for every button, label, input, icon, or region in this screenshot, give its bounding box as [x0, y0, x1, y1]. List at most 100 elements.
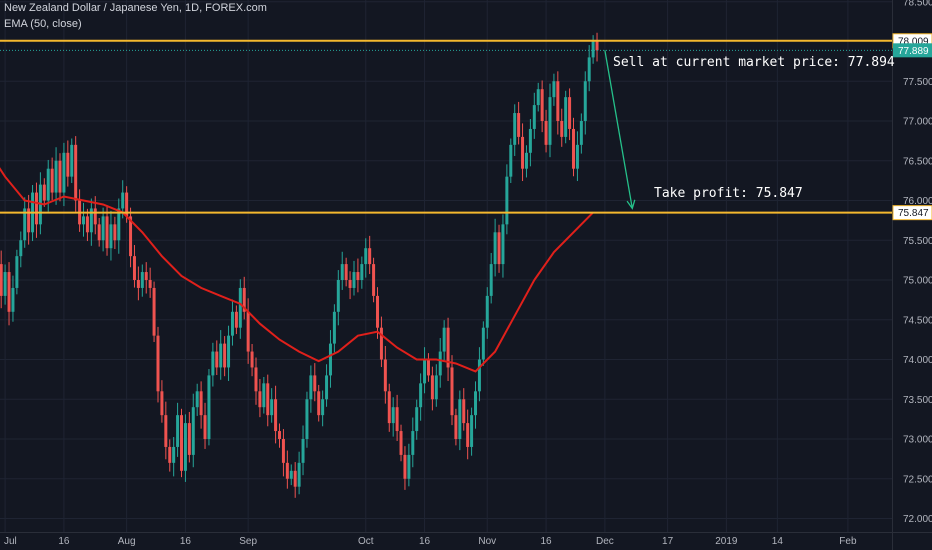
- candle-down: [34, 192, 38, 225]
- candle-up: [438, 351, 442, 376]
- candle-up: [262, 383, 266, 408]
- candle-up: [548, 97, 552, 145]
- candle-up: [70, 144, 74, 177]
- candle-down: [356, 272, 360, 280]
- x-tick-label: Dec: [596, 536, 614, 547]
- candle-down: [164, 415, 168, 447]
- candle-down: [344, 264, 348, 280]
- candle-up: [513, 113, 517, 145]
- candle-up: [489, 264, 493, 296]
- candle-down: [379, 327, 383, 360]
- candle-up: [391, 407, 395, 424]
- candle-down: [446, 327, 450, 368]
- candle-up: [82, 216, 86, 225]
- candle-down: [387, 391, 391, 424]
- candle-down: [42, 184, 46, 201]
- x-tick-label: 16: [419, 536, 431, 547]
- candle-up: [54, 160, 58, 193]
- candle-up: [524, 152, 528, 169]
- y-tick-label: 77.500: [903, 77, 932, 88]
- candle-down: [293, 470, 297, 487]
- candle-down: [242, 287, 246, 312]
- candle-up: [536, 89, 540, 106]
- candle-down: [250, 351, 254, 368]
- candle-down: [74, 144, 78, 201]
- candle-down: [105, 216, 109, 249]
- candle-down: [7, 272, 11, 312]
- candle-down: [556, 81, 560, 121]
- candle-up: [230, 311, 234, 336]
- candle-down: [144, 272, 148, 280]
- candle-down: [0, 264, 3, 296]
- candle-down: [187, 423, 191, 455]
- candle-down: [540, 89, 544, 121]
- arrow-head-icon: [626, 199, 636, 210]
- candle-up: [109, 224, 113, 249]
- candle-up: [289, 470, 293, 479]
- candle-down: [348, 280, 352, 288]
- level-price-label: 78.009: [898, 36, 929, 47]
- x-tick-label: Feb: [839, 536, 857, 547]
- chart-title: New Zealand Dollar / Japanese Yen, 1D, F…: [4, 2, 267, 14]
- candle-up: [3, 272, 7, 296]
- candle-up: [121, 192, 125, 209]
- candle-down: [234, 311, 238, 328]
- y-tick-label: 72.500: [903, 474, 932, 485]
- candle-down: [285, 462, 289, 479]
- y-tick-label: 74.000: [903, 355, 932, 366]
- candle-up: [46, 168, 50, 201]
- level-price-badge: [892, 205, 932, 221]
- candle-down: [454, 415, 458, 439]
- candle-up: [305, 399, 309, 439]
- candle-up: [583, 81, 587, 121]
- y-tick-label: 78.500: [903, 0, 932, 8]
- current-price-label: 77.889: [898, 46, 929, 57]
- x-tick-label: 16: [541, 536, 553, 547]
- candle-up: [336, 280, 340, 312]
- candle-down: [50, 168, 54, 193]
- candle-up: [477, 359, 481, 392]
- candle-up: [227, 335, 231, 368]
- candle-down: [278, 431, 282, 439]
- candle-down: [152, 287, 156, 336]
- candle-down: [595, 41, 599, 51]
- candle-up: [485, 295, 489, 328]
- candle-up: [172, 446, 176, 463]
- candle-down: [399, 431, 403, 455]
- candle-up: [309, 375, 313, 400]
- candle-up: [191, 407, 195, 455]
- candle-up: [407, 454, 411, 479]
- level-price-label: 75.847: [898, 208, 929, 219]
- candle-up: [552, 81, 556, 98]
- candle-down: [376, 295, 380, 328]
- x-tick-label: Sep: [239, 536, 257, 547]
- candle-up: [587, 57, 591, 82]
- candle-up: [195, 391, 199, 408]
- candle-up: [528, 128, 532, 153]
- candle-down: [450, 367, 454, 416]
- candle-up: [364, 248, 368, 265]
- candle-up: [419, 383, 423, 408]
- candle-down: [281, 439, 285, 463]
- candle-down: [368, 248, 372, 265]
- candle-up: [101, 216, 105, 241]
- candle-down: [113, 224, 117, 241]
- candle-down: [372, 264, 376, 296]
- x-tick-label: Jul: [4, 536, 17, 547]
- x-tick-label: 14: [772, 536, 784, 547]
- candle-up: [579, 121, 583, 145]
- candle-down: [403, 454, 407, 479]
- candle-up: [328, 343, 332, 376]
- candle-up: [415, 407, 419, 432]
- candle-down: [317, 391, 321, 416]
- ema-indicator-label[interactable]: EMA (50, close): [4, 18, 82, 30]
- candle-up: [360, 264, 364, 280]
- y-tick-label: 73.000: [903, 435, 932, 446]
- take-profit-note: Take profit: 75.847: [654, 186, 803, 201]
- candle-down: [544, 121, 548, 145]
- trade-arrow-line[interactable]: [604, 50, 633, 209]
- candle-up: [219, 343, 223, 368]
- candle-down: [97, 224, 101, 241]
- candle-up: [176, 415, 180, 447]
